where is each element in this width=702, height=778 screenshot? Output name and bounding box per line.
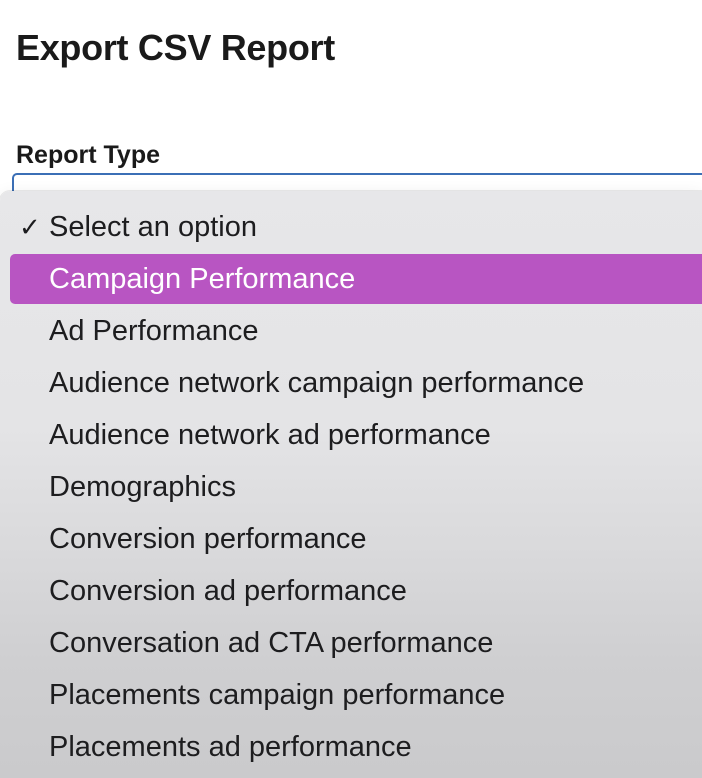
option-label: Conversation ad CTA performance [49,627,494,659]
option-conversion-ad-performance[interactable]: Conversion ad performance [0,565,702,617]
option-demographics[interactable]: Demographics [0,461,702,513]
option-label: Conversion ad performance [49,575,407,607]
page-title: Export CSV Report [16,27,335,68]
option-label: Audience network ad performance [49,419,491,451]
option-select-an-option[interactable]: ✓ Select an option [0,201,702,253]
option-label: Ad Performance [49,315,259,347]
report-type-label: Report Type [16,141,160,169]
checkmark-icon: ✓ [19,212,41,242]
option-ad-performance[interactable]: Ad Performance [0,305,702,357]
option-placements-ad-performance[interactable]: Placements ad performance [0,721,702,773]
option-audience-network-campaign-performance[interactable]: Audience network campaign performance [0,357,702,409]
option-audience-network-ad-performance[interactable]: Audience network ad performance [0,409,702,461]
option-label: Audience network campaign performance [49,367,585,399]
option-placements-campaign-performance[interactable]: Placements campaign performance [0,669,702,721]
option-campaign-performance[interactable]: Campaign Performance [0,253,702,305]
report-type-dropdown-menu: ✓ Select an option Campaign Performance … [0,191,702,778]
option-label: Campaign Performance [49,263,356,295]
dropdown-options-list: ✓ Select an option Campaign Performance … [0,201,702,773]
option-conversion-performance[interactable]: Conversion performance [0,513,702,565]
option-label: Placements campaign performance [49,679,506,711]
option-label: Select an option [49,211,257,243]
option-label: Conversion performance [49,523,367,555]
option-label: Placements ad performance [49,731,412,763]
option-label: Demographics [49,471,236,503]
option-conversation-ad-cta-performance[interactable]: Conversation ad CTA performance [0,617,702,669]
